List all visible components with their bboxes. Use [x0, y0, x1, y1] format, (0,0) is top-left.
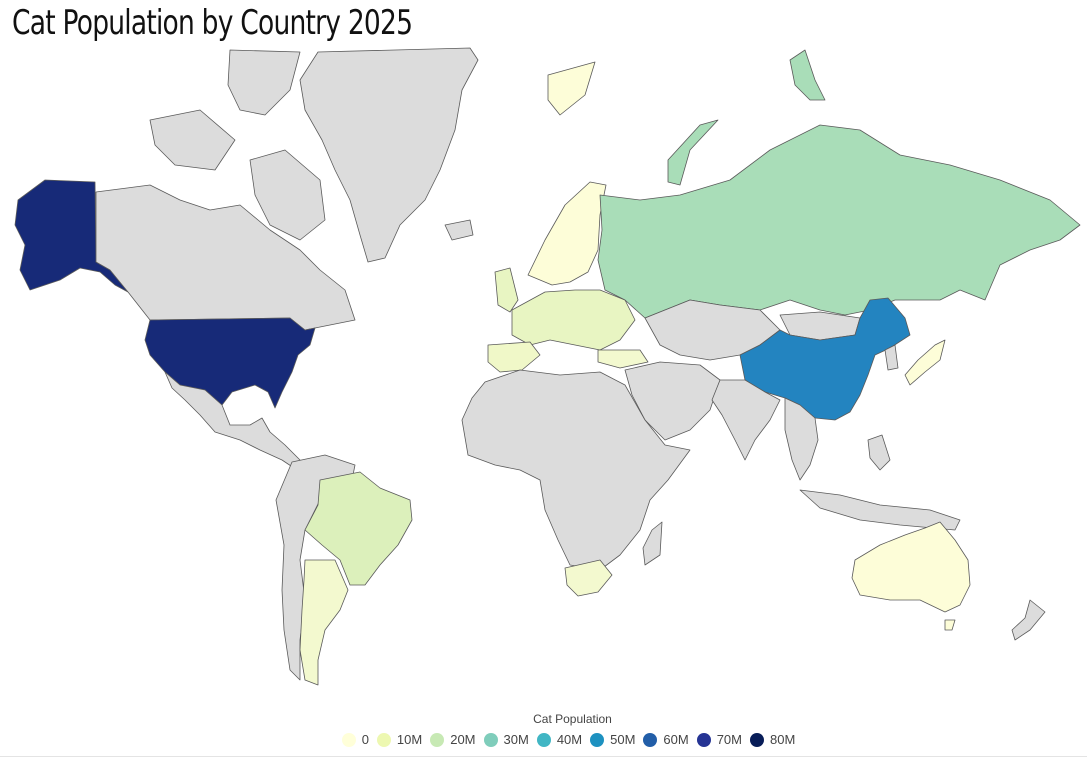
legend-item[interactable]: 70M: [696, 732, 742, 747]
country-iceland[interactable]: [444, 219, 474, 241]
country-greenland[interactable]: [299, 47, 479, 263]
country-usa[interactable]: [144, 317, 316, 409]
legend-label: 0: [361, 732, 369, 747]
legend-item[interactable]: 50M: [590, 732, 635, 747]
legend-item[interactable]: 10M: [376, 732, 423, 747]
country-spain[interactable]: [487, 341, 541, 373]
country-uk[interactable]: [494, 267, 519, 313]
legend-item[interactable]: 0: [341, 732, 369, 747]
legend-swatch-icon: [430, 732, 445, 747]
bottom-divider: [0, 756, 1087, 757]
country-russia-novaya-zemlya[interactable]: [667, 119, 719, 186]
legend-title: Cat Population: [533, 712, 612, 726]
country-scandinavia[interactable]: [527, 181, 607, 286]
country-russia-islands[interactable]: [789, 49, 826, 101]
legend-swatch-icon: [643, 732, 658, 747]
country-europe-west[interactable]: [511, 289, 636, 351]
country-philippines[interactable]: [867, 434, 891, 471]
legend-swatch-icon: [590, 732, 605, 747]
country-argentina[interactable]: [299, 559, 349, 686]
legend-swatch-icon: [750, 732, 764, 747]
legend-label: 10M: [396, 732, 423, 747]
chart-title: Cat Population by Country 2025: [12, 3, 413, 43]
legend-swatch-icon: [376, 732, 391, 747]
country-usa-alaska[interactable]: [14, 179, 129, 293]
country-indonesia[interactable]: [799, 489, 961, 531]
world-map: [0, 44, 1087, 704]
country-brazil[interactable]: [304, 471, 413, 586]
legend-label: 20M: [450, 732, 476, 747]
legend-label: 70M: [716, 732, 742, 747]
country-africa[interactable]: [461, 369, 691, 571]
legend-item[interactable]: 30M: [483, 732, 529, 747]
legend-swatch-icon: [536, 732, 551, 747]
country-se-asia[interactable]: [784, 397, 819, 481]
country-new-zealand[interactable]: [1011, 599, 1046, 641]
country-turkey[interactable]: [597, 349, 649, 369]
country-korea[interactable]: [884, 344, 899, 371]
legend-label: 30M: [503, 732, 529, 747]
legend-label: 80M: [770, 732, 796, 747]
legend-swatch-icon: [483, 732, 498, 747]
country-madagascar[interactable]: [642, 521, 663, 566]
legend-item[interactable]: 80M: [750, 732, 795, 747]
legend-label: 50M: [610, 732, 636, 747]
country-russia[interactable]: [597, 124, 1081, 319]
legend: Cat Population 0 10M 20M 30M 40M 50M 60M 70M 80M: [0, 712, 1087, 747]
country-japan[interactable]: [904, 339, 946, 386]
legend-item[interactable]: 20M: [430, 732, 476, 747]
legend-label: 60M: [663, 732, 689, 747]
legend-item[interactable]: 60M: [643, 732, 689, 747]
legend-swatch-icon: [696, 732, 711, 747]
country-canada[interactable]: [95, 184, 356, 331]
country-canada-islands[interactable]: [227, 49, 301, 116]
country-india[interactable]: [711, 379, 781, 461]
country-south-africa[interactable]: [564, 559, 613, 597]
country-canada-islands[interactable]: [149, 109, 236, 171]
country-middle-east[interactable]: [624, 361, 721, 441]
country-australia[interactable]: [851, 521, 971, 613]
legend-label: 40M: [556, 732, 583, 747]
country-svalbard[interactable]: [547, 61, 596, 116]
country-canada-islands[interactable]: [249, 149, 326, 241]
legend-item[interactable]: 40M: [536, 732, 583, 747]
legend-swatch-icon: [341, 732, 356, 747]
legend-items: 0 10M 20M 30M 40M 50M 60M 70M 80M: [50, 732, 1087, 747]
country-tasmania[interactable]: [944, 619, 956, 631]
